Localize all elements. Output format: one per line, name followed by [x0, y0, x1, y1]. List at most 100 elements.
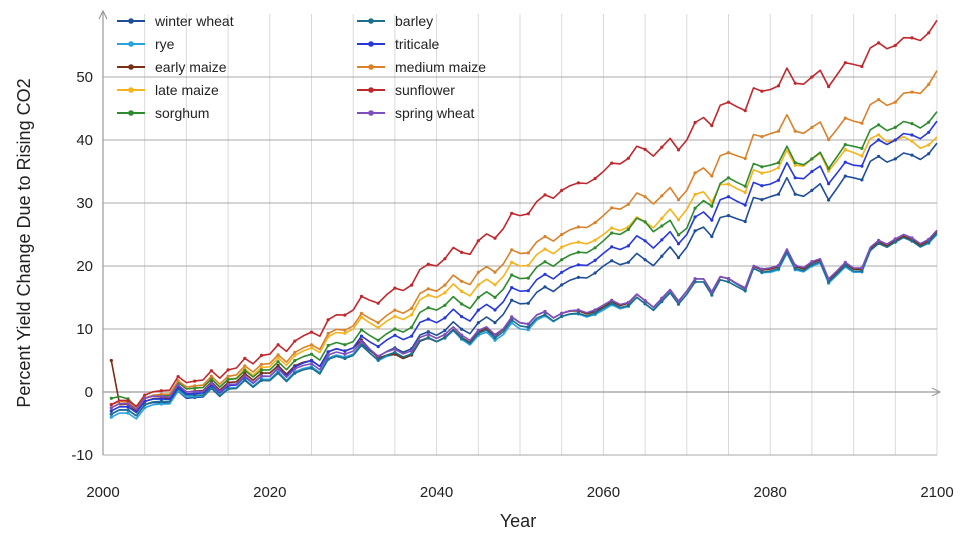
data-point [376, 354, 380, 358]
data-point [610, 231, 614, 235]
legend-marker [128, 110, 134, 116]
data-point [776, 84, 781, 88]
data-point [476, 308, 480, 312]
data-point [610, 259, 614, 263]
data-point [309, 330, 314, 334]
legend: winter wheat rye early maize late maize sorg… [117, 13, 486, 121]
data-point [526, 263, 530, 268]
data-point [793, 161, 797, 165]
data-point [927, 152, 931, 156]
data-point [843, 148, 847, 152]
data-point [176, 383, 180, 387]
data-point [643, 299, 647, 303]
data-point [593, 221, 597, 225]
data-point [460, 333, 464, 337]
data-point [643, 302, 647, 306]
data-point [326, 357, 330, 361]
data-point [343, 331, 347, 335]
data-point [109, 406, 113, 410]
data-point [810, 263, 814, 267]
data-point [276, 367, 280, 371]
data-point [810, 75, 814, 79]
data-point [743, 184, 747, 188]
data-point [343, 328, 347, 332]
data-point [893, 237, 897, 241]
data-point [109, 403, 113, 407]
data-point [660, 254, 664, 258]
data-point [443, 336, 447, 340]
data-point [276, 353, 280, 357]
data-point [693, 171, 697, 175]
data-point [827, 138, 831, 142]
data-point [476, 331, 480, 335]
data-point [877, 154, 881, 158]
data-point [877, 241, 881, 246]
legend-marker [128, 41, 134, 47]
data-point [743, 203, 747, 207]
data-point [109, 358, 113, 363]
data-point [326, 318, 330, 322]
data-point [226, 382, 230, 386]
data-point [877, 98, 881, 102]
data-point [760, 270, 764, 274]
data-point [393, 327, 397, 331]
legend-marker [368, 64, 374, 70]
data-point [293, 350, 297, 354]
data-point [259, 353, 264, 357]
data-point [927, 120, 931, 124]
data-point [410, 325, 414, 329]
data-point [493, 321, 497, 325]
data-point [843, 174, 847, 178]
data-point [276, 371, 280, 375]
data-point [643, 147, 647, 151]
data-point [910, 239, 914, 243]
legend-label: triticale [395, 36, 440, 52]
data-point [810, 125, 814, 129]
data-point [193, 386, 197, 390]
data-point [410, 306, 414, 310]
data-point [693, 215, 697, 219]
data-point [743, 109, 747, 113]
data-point [793, 129, 797, 133]
data-point [226, 374, 230, 378]
data-point [259, 371, 264, 375]
data-point [359, 343, 364, 348]
data-point [326, 350, 330, 354]
data-point [576, 181, 581, 185]
x-tick-label: 2000 [86, 484, 119, 501]
data-point [443, 328, 447, 333]
data-point [143, 396, 147, 400]
data-point [660, 300, 664, 304]
data-point [359, 334, 364, 338]
data-point [159, 402, 163, 406]
data-point [293, 354, 297, 358]
data-point [827, 85, 831, 89]
data-point [760, 89, 764, 93]
data-point [276, 356, 280, 360]
data-point [760, 267, 764, 271]
data-point [660, 216, 664, 220]
y-axis-title: Percent Yield Change Due to Rising CO2 [14, 78, 34, 407]
legend-marker [368, 18, 374, 24]
data-point [309, 366, 314, 370]
data-point [226, 387, 230, 391]
series-line-late-maize [110, 134, 938, 411]
data-point [910, 36, 914, 40]
legend-marker [128, 18, 134, 24]
data-point [626, 202, 631, 206]
data-point [927, 31, 931, 35]
data-point [726, 182, 731, 186]
data-point [776, 178, 781, 182]
data-point [676, 242, 681, 246]
data-point [610, 245, 614, 249]
data-point [193, 390, 197, 394]
data-point [827, 280, 831, 284]
data-point [159, 389, 163, 393]
data-point [760, 171, 764, 175]
series-layer [109, 19, 938, 420]
data-point [276, 360, 280, 364]
data-point [543, 260, 547, 264]
data-point [376, 358, 380, 362]
data-point [309, 352, 314, 356]
data-point [760, 165, 764, 169]
